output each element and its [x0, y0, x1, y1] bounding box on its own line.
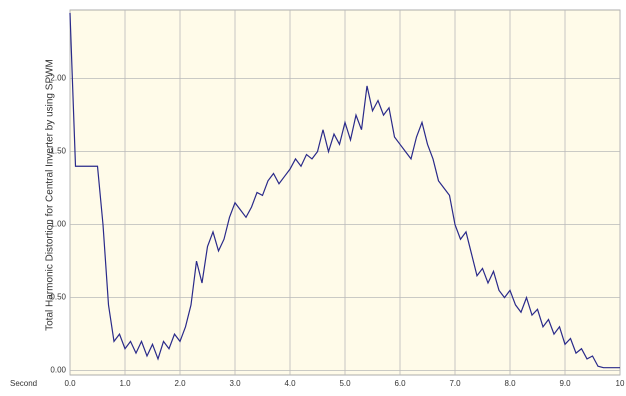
x-tick-label: 1.0: [119, 379, 131, 388]
x-tick-label: 8.0: [504, 379, 516, 388]
y-tick-label: 1.50: [50, 147, 66, 156]
x-tick-label: 6.0: [394, 379, 406, 388]
y-axis-title: Total Harmonic Distortion for Central In…: [45, 59, 56, 331]
y-tick-label: 0.00: [50, 366, 66, 375]
y-tick-label: 2.00: [50, 74, 66, 83]
x-tick-label: 10: [616, 379, 625, 388]
x-tick-label: 2.0: [174, 379, 186, 388]
x-tick-label: 5.0: [339, 379, 351, 388]
x-tick-label: 7.0: [449, 379, 461, 388]
y-tick-label: 1.00: [50, 220, 66, 229]
y-tick-label: 0.50: [50, 293, 66, 302]
x-axis-title: Second: [10, 379, 37, 388]
x-tick-label: 9.0: [559, 379, 571, 388]
x-tick-label: 4.0: [284, 379, 296, 388]
x-tick-label: 0.0: [64, 379, 76, 388]
x-tick-label: 3.0: [229, 379, 241, 388]
data-line: [69, 12, 620, 369]
